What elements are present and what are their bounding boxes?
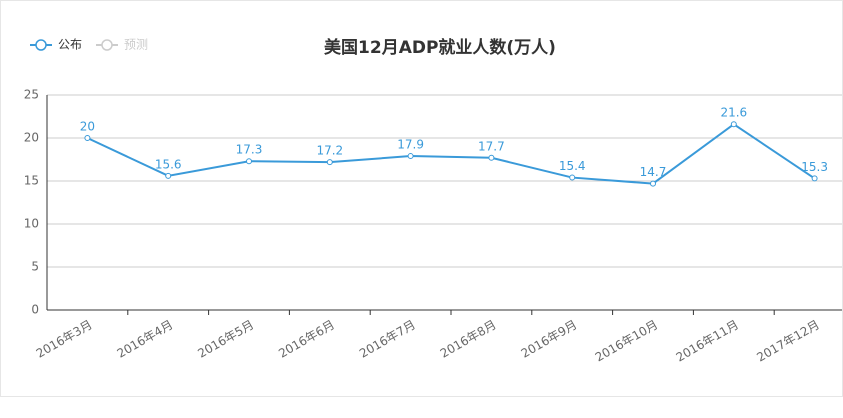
- legend-label[interactable]: 公布: [58, 38, 82, 52]
- frame: [0, 0, 843, 397]
- y-tick-label: 25: [24, 88, 39, 102]
- data-point: [165, 172, 172, 179]
- data-point: [569, 174, 576, 181]
- data-label: 17.7: [478, 139, 505, 153]
- data-point: [811, 175, 818, 182]
- legend-label[interactable]: 预测: [124, 38, 148, 52]
- data-label: 17.9: [397, 138, 424, 152]
- data-point: [84, 135, 91, 141]
- y-tick-label: 10: [24, 217, 39, 231]
- y-tick-label: 0: [31, 303, 39, 317]
- data-label: 15.4: [559, 159, 586, 173]
- data-point: [488, 154, 495, 161]
- data-label: 14.7: [640, 165, 667, 179]
- data-point: [650, 180, 656, 187]
- data-point: [730, 121, 737, 128]
- y-tick-label: 15: [24, 174, 39, 188]
- series-line: [86, 123, 816, 185]
- data-label: 21.6: [720, 106, 747, 120]
- data-label: 15.6: [155, 157, 182, 171]
- data-label: 17.2: [316, 144, 343, 158]
- legend-icon-dot[interactable]: [35, 39, 47, 51]
- y-tick-label: 5: [31, 260, 39, 274]
- legend-icon-dot[interactable]: [101, 39, 113, 51]
- data-point: [407, 153, 414, 160]
- data-label: 17.3: [236, 143, 263, 157]
- y-tick-label: 20: [24, 131, 39, 145]
- data-point: [246, 158, 252, 165]
- data-label: 15.3: [801, 160, 828, 174]
- data-point: [326, 159, 333, 166]
- chart-title: 美国12月ADP就业人数(万人): [324, 37, 556, 58]
- data-label: 20: [80, 120, 95, 134]
